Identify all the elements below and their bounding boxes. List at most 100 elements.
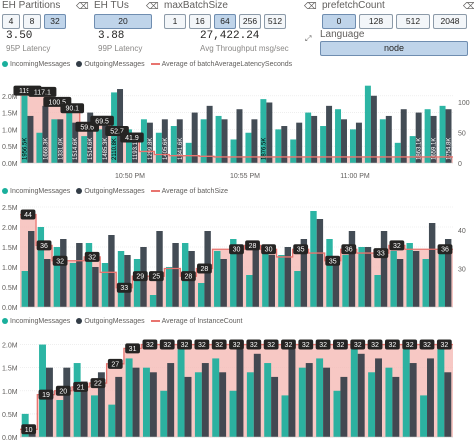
legend-item[interactable]: Average of batchAverageLatencySeconds [150,60,293,68]
line-data-label: 10 [25,427,33,434]
line-data-label-bg [90,115,114,126]
outgoing-data-label: 1514.6K [88,138,94,160]
line-data-label-bg [194,339,210,350]
incoming-bar [133,259,141,307]
incoming-bar [140,119,147,163]
outgoing-bar [288,349,296,437]
line-data-label-bg [28,86,57,97]
legend-label: Average of batchAverageLatencySeconds [161,60,293,68]
outgoing-bar [220,259,227,307]
y2-tick-label: 0 [458,161,462,168]
incoming-bar [409,136,416,163]
line-data-label-bg [419,339,435,350]
slicer-eh-partitions: EH Partitions 4 8 32 [2,0,66,29]
outgoing-bar [392,376,400,437]
slicer-option[interactable]: 16 [189,14,211,29]
line-data-label: 36 [40,243,48,250]
line-data-label: 32 [337,342,345,349]
slicer-option[interactable]: 256 [239,14,261,29]
slicer-option-selected[interactable]: 64 [214,14,236,29]
line-data-label-bg [436,339,452,350]
legend-line-icon [150,190,160,192]
incoming-bar [149,295,157,307]
language-dropdown[interactable]: node [320,41,468,56]
line-data-label-bg [148,271,164,282]
line-data-label-bg [333,339,348,350]
outgoing-bar [184,376,192,437]
line-data-label: 35 [329,258,337,265]
outgoing-data-label: 1514.6K [73,138,79,160]
line-data-label: 20 [59,388,67,395]
outgoing-bar [57,119,64,163]
incoming-bar [66,109,73,163]
outgoing-bar [97,372,105,437]
legend-item[interactable]: OutgoingMessages [76,61,145,68]
line-data-label: 36 [441,247,449,254]
slicer-option[interactable]: 512 [396,14,430,29]
legend-item[interactable]: OutgoingMessages [76,318,145,325]
outgoing-bar [348,231,356,307]
slicer-option[interactable]: 128 [359,14,393,29]
eraser-icon[interactable]: ⌫ [76,1,89,11]
incoming-bar [73,363,81,437]
outgoing-bar [375,358,382,437]
incoming-bar [165,267,173,307]
outgoing-bar [400,109,407,163]
batch-size-chart[interactable]: 0.0M 0.5M 1.0M 1.5M 2.0M 2.5M 30 40 44 36 32 32 33 29… [0,197,474,315]
incoming-bar [390,251,397,307]
slicer-option-selected[interactable]: 0 [322,14,356,29]
line-data-label-bg [325,255,341,266]
eraser-icon[interactable]: ⌫ [146,1,159,11]
outgoing-bar [42,105,49,163]
incoming-bar [21,271,29,307]
legend-item[interactable]: IncomingMessages [2,61,70,68]
outgoing-bar [340,376,348,437]
focus-mode-icon[interactable]: ⤢ [305,34,312,43]
incoming-bar [125,358,133,437]
slicer-option-selected[interactable]: 32 [44,14,66,29]
eraser-icon[interactable]: ⌫ [463,1,474,11]
card-label: Avg Throughput msg/sec [200,44,289,53]
legend-label: IncomingMessages [10,317,71,325]
line-data-label: 30 [265,247,273,254]
slicer-options: 0 128 512 2048 [322,14,467,29]
outgoing-bar [430,115,437,163]
slicer-option[interactable]: 1 [164,14,186,29]
legend-item[interactable]: OutgoingMessages [76,188,145,195]
incoming-bar [310,211,317,307]
y-tick-label: 1.0M [2,127,18,134]
line-data-label-bg [298,339,314,350]
slicer-option[interactable]: 2048 [433,14,467,29]
incoming-bar [264,363,272,437]
slicer-title: prefetchCount [322,0,385,11]
slicer-title: EH TUs [94,0,129,11]
outgoing-bar [167,363,175,437]
outgoing-bar [236,109,243,163]
outgoing-bar [355,122,362,163]
instance-count-chart[interactable]: 0.0M 0.5M 1.0M 1.5M 2.0M 10 19 20 21 22 27 31 32 32 32… [0,327,474,443]
legend-item[interactable]: IncomingMessages [2,318,70,325]
outgoing-bar [161,119,168,163]
legend-item[interactable]: Average of batchSize [150,188,228,195]
legend-label: IncomingMessages [10,60,71,68]
incoming-bar [56,400,64,437]
incoming-bar [290,139,297,163]
eraser-icon[interactable]: ⌫ [304,1,317,11]
line-data-label-bg [107,358,123,369]
line-data-label: 31 [129,346,137,353]
incoming-bar [439,105,446,163]
chart-legend: IncomingMessages OutgoingMessages Averag… [2,59,298,69]
slicer-option-selected[interactable]: 20 [94,14,152,29]
outgoing-bar [80,381,88,437]
legend-item[interactable]: IncomingMessages [2,188,70,195]
slicer-option[interactable]: 8 [23,14,41,29]
legend-item[interactable]: Average of InstanceCount [150,318,242,325]
slicer-option[interactable]: 512 [264,14,286,29]
outgoing-bar [364,247,372,307]
latency-chart[interactable]: 0.0M 0.5M 1.0M 1.5M 2.0M 0 50 100 1956.5K 1668.3K… [0,70,474,185]
incoming-bar [215,115,222,163]
incoming-bar [85,243,93,307]
slicer-option[interactable]: 4 [2,14,20,29]
outgoing-bar [428,223,436,307]
incoming-bar [374,275,381,307]
